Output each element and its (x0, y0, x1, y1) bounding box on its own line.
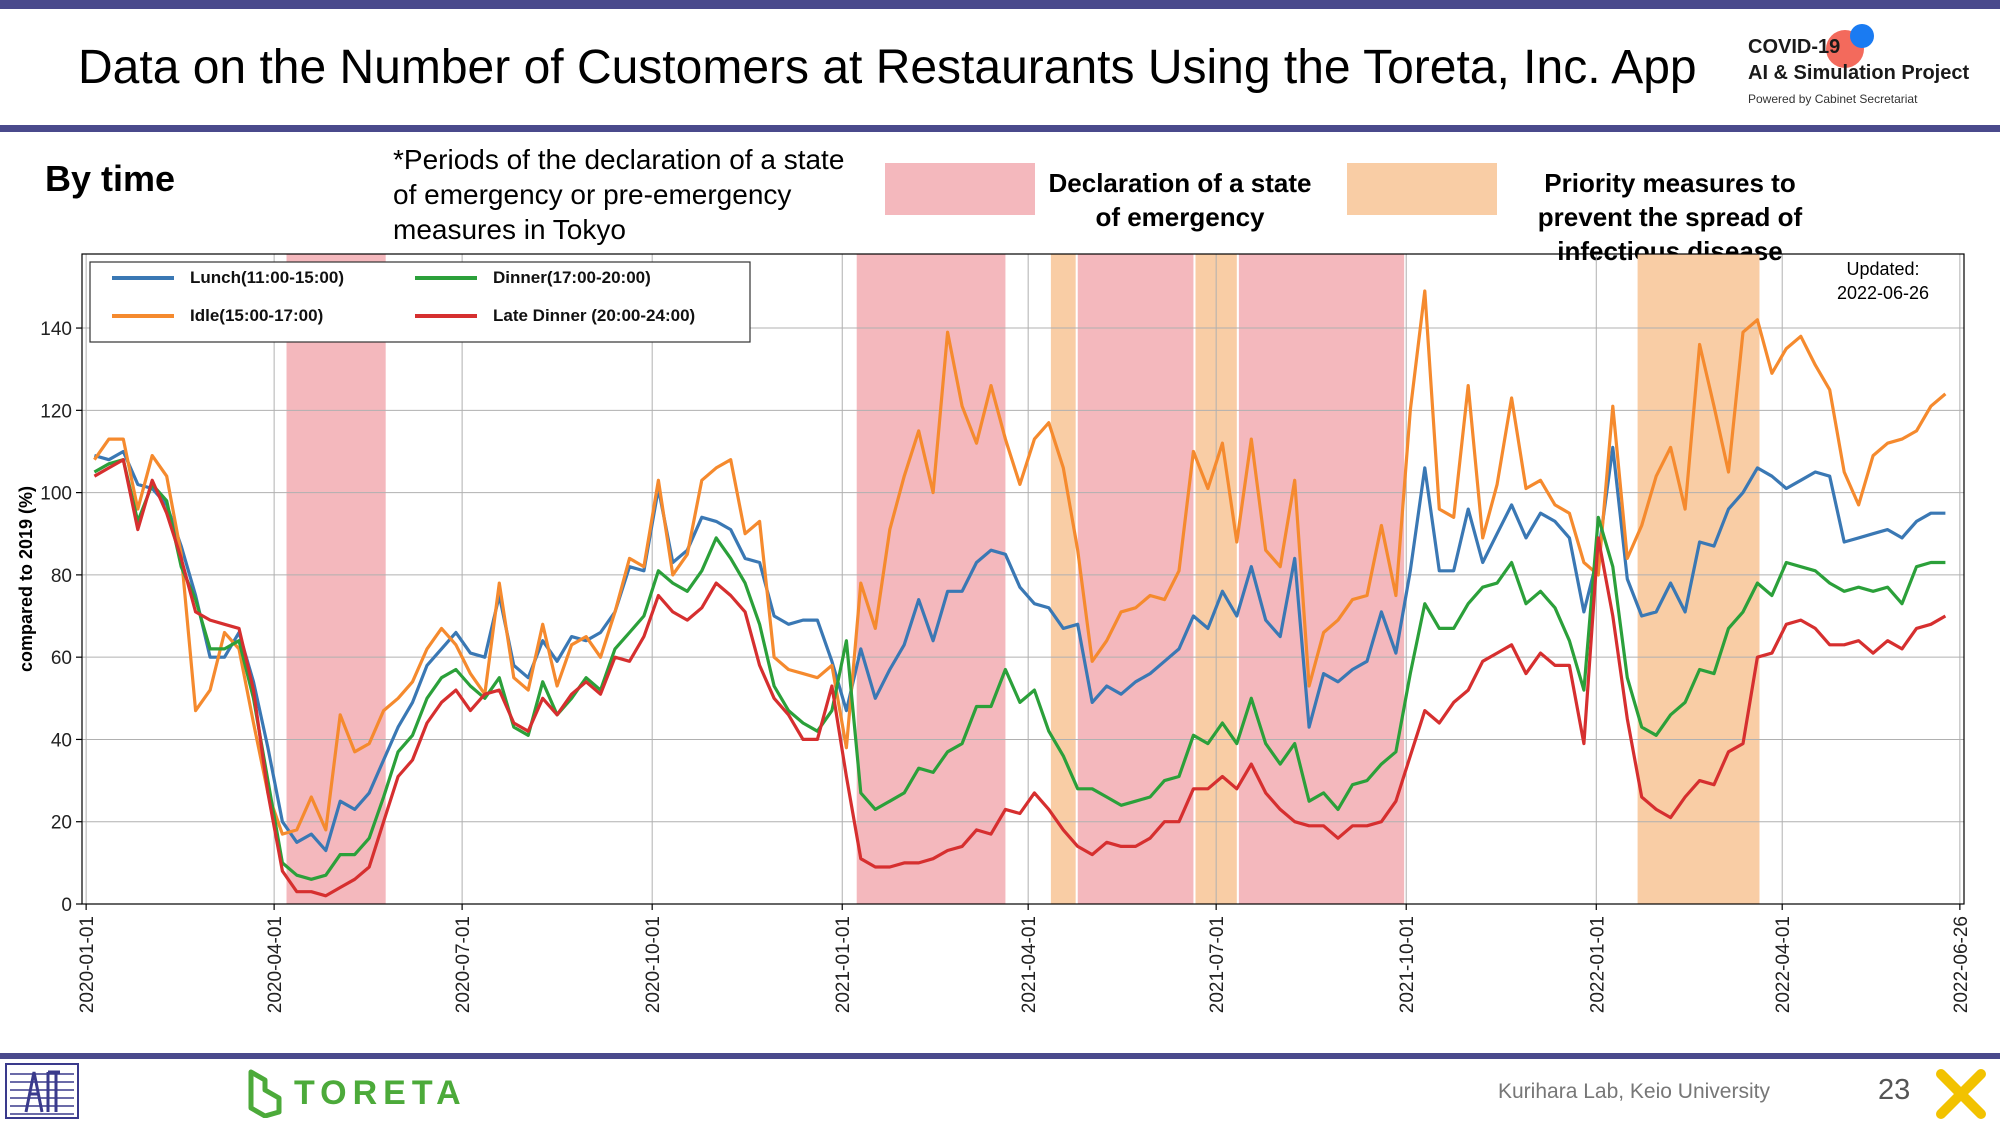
x-tick-label: 2022-06-26 (1951, 916, 1972, 1013)
y-tick-label: 20 (51, 813, 72, 834)
priority-swatch (1347, 163, 1497, 215)
x-tick-label: 2020-10-01 (643, 916, 664, 1013)
toreta-brand: TORETA (294, 1074, 467, 1112)
series-lines (93, 289, 1947, 898)
x-tick-label: 2021-01-01 (833, 916, 854, 1013)
covid-ai-project-logo: COVID-19 AI & Simulation Project Powered… (1746, 22, 1986, 114)
slide-title: Data on the Number of Customers at Resta… (78, 41, 1697, 94)
emergency-legend-label: Declaration of a state of emergency (1048, 168, 1312, 232)
subtitle: By time (45, 158, 176, 199)
y-tick-label: 0 (61, 895, 72, 916)
priority-period-band (1050, 254, 1076, 904)
series-line (93, 289, 1947, 836)
page-number: 23 (1878, 1074, 1911, 1106)
y-tick-label: 60 (51, 648, 72, 669)
series-legend: Lunch(11:00-15:00) Idle(15:00-17:00) Dinne… (89, 261, 751, 343)
logo-line-1: COVID-19 (1748, 36, 1841, 58)
x-tick-label: 2020-07-01 (453, 916, 474, 1013)
legend-label: Idle(15:00-17:00) (190, 306, 323, 325)
top-accent-bar (0, 0, 2000, 9)
emergency-period-band (1238, 254, 1405, 904)
toreta-logo-icon (248, 1069, 282, 1118)
y-tick-label: 120 (40, 401, 72, 422)
legend-box (89, 261, 751, 343)
series-line (93, 458, 1946, 881)
y-tick-label: 40 (51, 730, 72, 751)
series-line (93, 458, 1947, 898)
emergency-period-band (286, 254, 386, 904)
x-tick-label: 2021-04-01 (1019, 916, 1040, 1013)
updated-note-line: Updated: (1846, 259, 1919, 279)
legend-label: Late Dinner (20:00-24:00) (493, 306, 695, 325)
y-tick-label: 100 (40, 484, 72, 505)
x-tick-label: 2022-04-01 (1773, 916, 1794, 1013)
y-axis: 0 20 40 60 80 100 120 140 (40, 319, 82, 916)
lab-credit: Kurihara Lab, Keio University (1498, 1080, 1770, 1103)
x-axis: 2020-01-01 2020-04-01 2020-07-01 2020-10-01… (77, 904, 1972, 1013)
y-axis-label: compared to 2019 (%) (16, 486, 36, 672)
x-tick-label: 2021-07-01 (1207, 916, 1228, 1013)
x-tick-label: 2020-01-01 (77, 916, 98, 1013)
logo-line-3: Powered by Cabinet Secretariat (1748, 92, 1918, 106)
updated-note: Updated: 2022-06-26 (1837, 259, 1929, 303)
legend-label: Dinner(17:00-20:00) (493, 268, 651, 287)
emergency-swatch (885, 163, 1035, 215)
periods-note: *Periods of the declaration of a state o… (393, 144, 845, 245)
plot-frame (81, 253, 1965, 905)
x-tick-label: 2021-10-01 (1397, 916, 1418, 1013)
y-tick-label: 140 (40, 319, 72, 340)
series-line (93, 445, 1946, 853)
university-seal-icon (5, 1063, 79, 1119)
legend-label: Lunch(11:00-15:00) (190, 268, 344, 287)
updated-note-line: 2022-06-26 (1837, 283, 1929, 303)
logo-line-2: AI & Simulation Project (1748, 62, 1970, 84)
footer-divider (0, 1053, 2000, 1059)
title-divider (0, 125, 2000, 132)
logo-blue-circle (1850, 24, 1874, 48)
y-tick-label: 80 (51, 566, 72, 587)
x-brand-icon (1936, 1069, 1986, 1119)
x-tick-label: 2022-01-01 (1587, 916, 1608, 1013)
x-tick-label: 2020-04-01 (265, 916, 286, 1013)
priority-legend-label: Priority measures to prevent the spread … (1537, 168, 1803, 266)
